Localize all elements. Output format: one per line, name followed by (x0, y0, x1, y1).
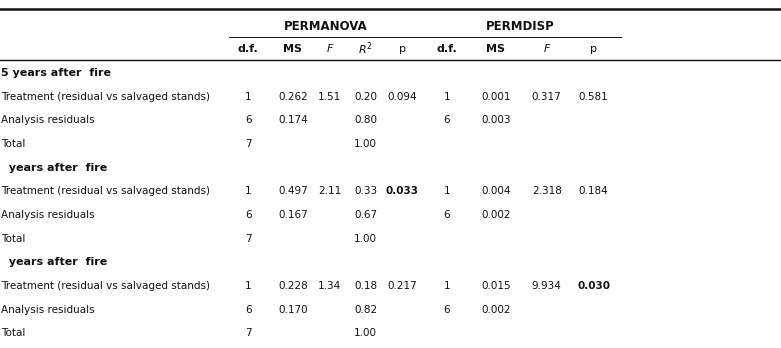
Text: 6: 6 (444, 116, 450, 125)
Text: PERMANOVA: PERMANOVA (284, 19, 367, 33)
Text: 1: 1 (245, 187, 251, 196)
Text: 0.228: 0.228 (278, 281, 308, 291)
Text: 0.497: 0.497 (278, 187, 308, 196)
Text: 0.094: 0.094 (387, 92, 417, 102)
Text: 0.20: 0.20 (354, 92, 377, 102)
Text: F: F (544, 44, 550, 54)
Text: 0.67: 0.67 (354, 210, 377, 220)
Text: F: F (326, 44, 333, 54)
Text: 0.004: 0.004 (481, 187, 511, 196)
Text: 0.015: 0.015 (481, 281, 511, 291)
Text: 0.174: 0.174 (278, 116, 308, 125)
Text: 1: 1 (444, 92, 450, 102)
Text: 1.51: 1.51 (318, 92, 341, 102)
Text: 0.030: 0.030 (577, 281, 610, 291)
Text: 5 years after  fire: 5 years after fire (1, 68, 111, 78)
Text: Treatment (residual vs salvaged stands): Treatment (residual vs salvaged stands) (1, 187, 210, 196)
Text: years after  fire: years after fire (1, 258, 107, 267)
Text: 0.80: 0.80 (354, 116, 377, 125)
Text: MS: MS (487, 44, 505, 54)
Text: 1.00: 1.00 (354, 329, 377, 338)
Text: $R^2$: $R^2$ (358, 40, 373, 57)
Text: 1: 1 (245, 281, 251, 291)
Text: Analysis residuals: Analysis residuals (1, 116, 95, 125)
Text: p: p (590, 44, 597, 54)
Text: Treatment (residual vs salvaged stands): Treatment (residual vs salvaged stands) (1, 92, 210, 102)
Text: 0.167: 0.167 (278, 210, 308, 220)
Text: 1.00: 1.00 (354, 139, 377, 149)
Text: 2.11: 2.11 (318, 187, 341, 196)
Text: 7: 7 (245, 139, 251, 149)
Text: 0.33: 0.33 (354, 187, 377, 196)
Text: 6: 6 (245, 305, 251, 315)
Text: 0.217: 0.217 (387, 281, 417, 291)
Text: 7: 7 (245, 234, 251, 244)
Text: 0.002: 0.002 (481, 305, 511, 315)
Text: 6: 6 (444, 305, 450, 315)
Text: 0.003: 0.003 (481, 116, 511, 125)
Text: 6: 6 (444, 210, 450, 220)
Text: 0.033: 0.033 (386, 187, 419, 196)
Text: p: p (399, 44, 405, 54)
Text: 0.001: 0.001 (481, 92, 511, 102)
Text: 2.318: 2.318 (532, 187, 562, 196)
Text: 0.184: 0.184 (579, 187, 608, 196)
Text: 6: 6 (245, 210, 251, 220)
Text: 1: 1 (444, 187, 450, 196)
Text: 6: 6 (245, 116, 251, 125)
Text: Analysis residuals: Analysis residuals (1, 210, 95, 220)
Text: 0.170: 0.170 (278, 305, 308, 315)
Text: 0.002: 0.002 (481, 210, 511, 220)
Text: d.f.: d.f. (437, 44, 457, 54)
Text: years after  fire: years after fire (1, 163, 107, 173)
Text: 1.34: 1.34 (318, 281, 341, 291)
Text: 1: 1 (245, 92, 251, 102)
Text: PERMDISP: PERMDISP (486, 19, 555, 33)
Text: 0.317: 0.317 (532, 92, 562, 102)
Text: 0.581: 0.581 (579, 92, 608, 102)
Text: Analysis residuals: Analysis residuals (1, 305, 95, 315)
Text: 0.262: 0.262 (278, 92, 308, 102)
Text: 1.00: 1.00 (354, 234, 377, 244)
Text: Total: Total (1, 234, 25, 244)
Text: 9.934: 9.934 (532, 281, 562, 291)
Text: Treatment (residual vs salvaged stands): Treatment (residual vs salvaged stands) (1, 281, 210, 291)
Text: Total: Total (1, 139, 25, 149)
Text: 1: 1 (444, 281, 450, 291)
Text: 0.18: 0.18 (354, 281, 377, 291)
Text: Total: Total (1, 329, 25, 338)
Text: MS: MS (284, 44, 302, 54)
Text: 7: 7 (245, 329, 251, 338)
Text: 0.82: 0.82 (354, 305, 377, 315)
Text: d.f.: d.f. (238, 44, 259, 54)
